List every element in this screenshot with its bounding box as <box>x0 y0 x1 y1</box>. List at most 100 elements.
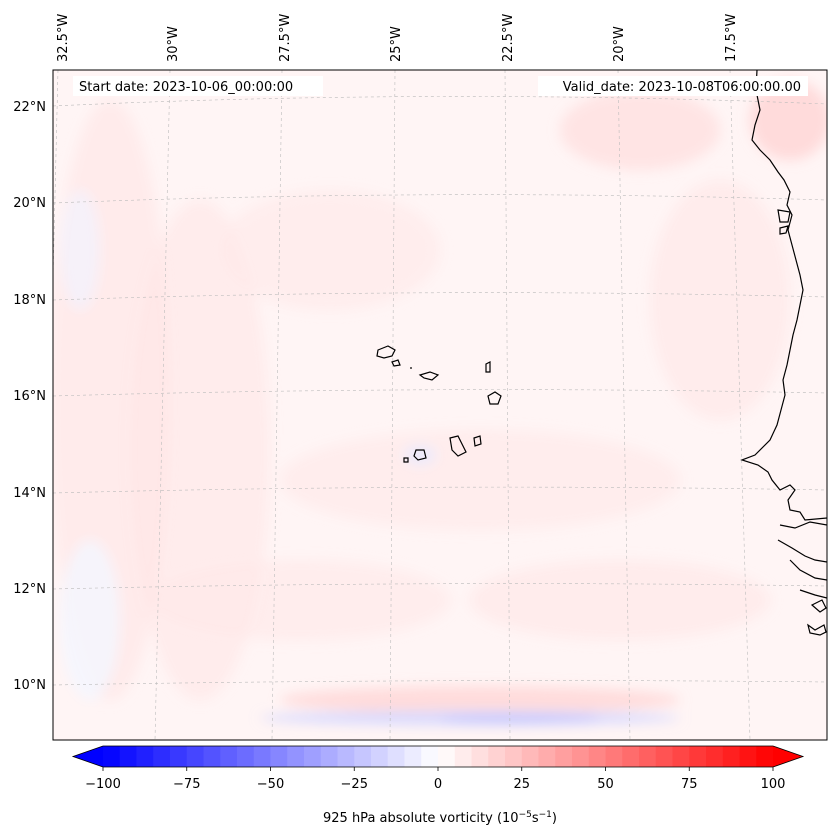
lon-label-20w: 20°W <box>612 26 627 62</box>
lat-gridline <box>53 486 827 494</box>
island-south <box>807 623 827 636</box>
lon-gridline <box>154 70 171 740</box>
colorbar-bin <box>538 746 556 767</box>
colorbar-bin <box>605 746 623 767</box>
coast-south <box>799 589 827 599</box>
valid-date-label: Valid_date: 2023-10-08T06:00:00.00 <box>563 80 801 95</box>
colorbar-bin <box>354 746 372 767</box>
latitude-labels: 22°N 20°N 18°N 16°N 14°N 12°N 10°N <box>13 100 46 693</box>
lat-label-18n: 18°N <box>13 293 46 308</box>
colorbar-tick-label: −25 <box>341 777 368 792</box>
banc-island <box>777 209 791 223</box>
santiago-island <box>449 435 467 457</box>
santo-antao-island <box>376 345 396 359</box>
colorbar-bin <box>555 746 573 767</box>
lat-label-12n: 12°N <box>13 582 46 597</box>
brava-island <box>403 457 409 463</box>
colorbar-tick-label: 0 <box>434 777 442 792</box>
africa-coastline <box>740 70 827 521</box>
colorbar-bin <box>438 746 456 767</box>
colorbar-bin <box>689 746 707 767</box>
guinea-coast <box>789 559 827 581</box>
colorbar-bin <box>706 746 724 767</box>
lon-gridline <box>271 70 283 740</box>
lat-label-22n: 22°N <box>13 100 46 115</box>
lat-gridline <box>53 96 827 107</box>
lat-label-16n: 16°N <box>13 389 46 404</box>
colorbar-bin <box>521 746 540 767</box>
start-date-box <box>73 76 323 96</box>
colorbar-title: 925 hPa absolute vorticity (10−5s−1) <box>323 810 557 826</box>
colorbar-bin <box>505 746 523 767</box>
lat-label-10n: 10°N <box>13 678 46 693</box>
colorbar-bin <box>253 746 272 767</box>
colorbar-bin <box>203 746 221 767</box>
colorbar-bin <box>722 746 741 767</box>
colorbar-bin <box>103 746 121 767</box>
start-date-label: Start date: 2023-10-06_00:00:00 <box>79 80 293 95</box>
lat-label-20n: 20°N <box>13 196 46 211</box>
lon-label-17-5w: 17.5°W <box>724 14 739 62</box>
colorbar-tick-label: −50 <box>257 777 284 792</box>
colorbar-tick-label: −100 <box>85 777 121 792</box>
colorbar-bin <box>572 746 590 767</box>
colorbar-tick-label: 100 <box>761 777 786 792</box>
sao-vicente-island <box>391 359 401 367</box>
colorbar-bin <box>588 746 607 767</box>
lat-gridline <box>53 194 827 204</box>
lon-label-32-5w: 32.5°W <box>56 14 71 62</box>
fogo-island <box>413 449 427 461</box>
colorbar-bin <box>220 746 238 767</box>
colorbar-tick-label: 75 <box>681 777 698 792</box>
colorbar-bin <box>454 746 473 767</box>
boa-vista-island <box>487 391 502 405</box>
longitude-labels: 32.5°W 30°W 27.5°W 25°W 22.5°W 20°W 17.5… <box>56 14 739 62</box>
lon-label-25w: 25°W <box>389 26 404 62</box>
colorbar-bin <box>471 746 489 767</box>
lon-gridline <box>389 70 396 740</box>
lon-label-22-5w: 22.5°W <box>501 14 516 62</box>
gridlines <box>53 70 827 740</box>
map-panel: Start date: 2023-10-06_00:00:00 Valid_da… <box>52 69 828 741</box>
lon-gridline <box>729 70 751 740</box>
colorbar-ticks: −100 −75 −50 −25 0 25 50 75 100 <box>85 767 785 792</box>
colorbar-high-extension <box>773 746 803 767</box>
lon-gridline <box>617 70 631 740</box>
colorbar-bin <box>387 746 406 767</box>
sao-nicolau-island <box>418 371 440 381</box>
lat-gridline <box>53 292 827 301</box>
colorbar-bin <box>153 746 171 767</box>
colorbar-bin <box>304 746 322 767</box>
colorbar-bin <box>404 746 422 767</box>
colorbar-bin <box>337 746 355 767</box>
gambia-river-coast <box>779 521 827 529</box>
lat-gridline <box>53 583 827 590</box>
colorbar-bin <box>756 746 774 767</box>
colorbar-bins <box>103 746 774 767</box>
map-frame <box>52 69 828 741</box>
colorbar-bin <box>287 746 305 767</box>
lat-label-14n: 14°N <box>13 486 46 501</box>
lon-label-27-5w: 27.5°W <box>278 14 293 62</box>
lat-gridline <box>53 389 827 397</box>
colorbar-bin <box>136 746 154 767</box>
lon-gridline <box>504 70 511 740</box>
colorbar-bin <box>488 746 506 767</box>
colorbar-bin <box>639 746 657 767</box>
colorbar-bin <box>421 746 439 767</box>
colorbar-bin <box>119 746 138 767</box>
bijagos-island <box>810 599 827 613</box>
vorticity-field <box>53 80 827 725</box>
colorbar-tick-label: 50 <box>597 777 614 792</box>
colorbar-low-extension <box>73 746 103 767</box>
valid-date-box <box>538 76 808 96</box>
island-small <box>779 225 789 235</box>
coastline <box>376 70 827 636</box>
lat-gridline <box>53 680 827 686</box>
colorbar-bin <box>170 746 188 767</box>
colorbar-bin <box>320 746 339 767</box>
lon-label-30w: 30°W <box>166 26 181 62</box>
colorbar-bin <box>622 746 640 767</box>
colorbar-bin <box>237 746 255 767</box>
